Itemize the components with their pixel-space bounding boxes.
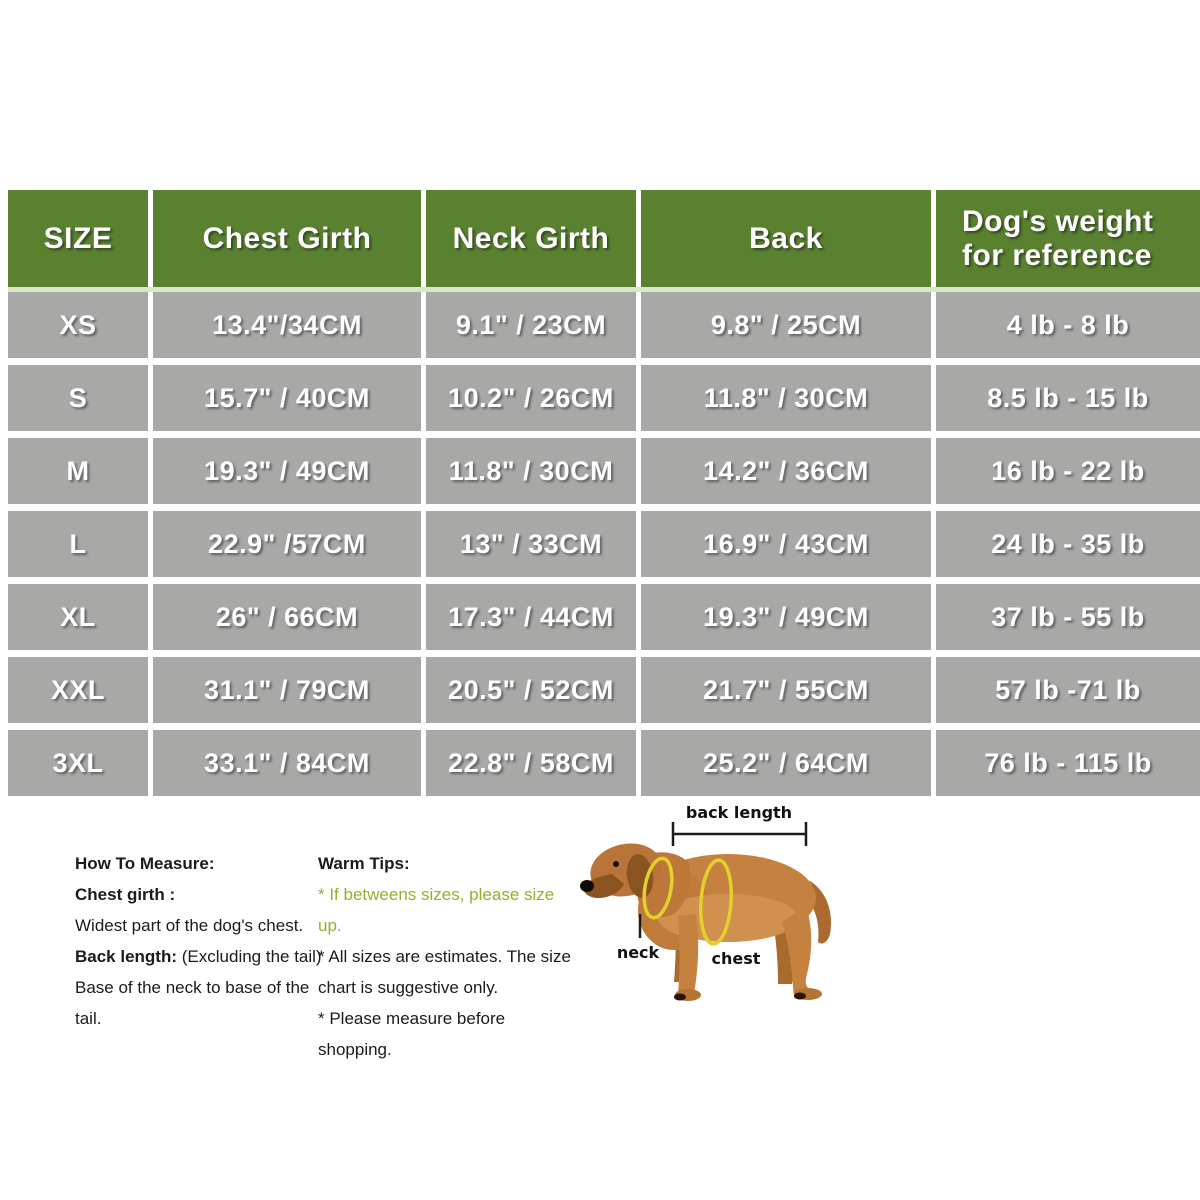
chest-girth-description: Widest part of the dog's chest. [75,916,304,935]
warm-tip-2-line2: chart is suggestive only. [318,978,499,997]
how-to-measure-title: How To Measure: [75,854,215,873]
cell-size: L [8,511,148,577]
cell-size: S [8,365,148,431]
cell-back: 21.7" / 55CM [641,657,931,723]
cell-back: 25.2" / 64CM [641,730,931,796]
cell-weight: 37 lb - 55 lb [936,584,1200,650]
back-length-label: Back length: [75,947,178,966]
warm-tips-section: Warm Tips: * If betweens sizes, please s… [318,848,578,1065]
back-length-diagram-label: back length [686,803,792,822]
cell-chest: 13.4"/34CM [153,292,421,358]
cell-weight: 57 lb -71 lb [936,657,1200,723]
header-chest-girth: Chest Girth [153,190,421,287]
cell-size: 3XL [8,730,148,796]
header-size-label: SIZE [43,221,113,255]
cell-weight: 4 lb - 8 lb [936,292,1200,358]
size-chart-table: SIZE Chest Girth Neck Girth Back Dog's w… [8,190,1200,796]
cell-neck: 9.1" / 23CM [426,292,636,358]
cell-back: 16.9" / 43CM [641,511,931,577]
cell-size: XXL [8,657,148,723]
header-neck-girth-label: Neck Girth [452,221,610,255]
header-back-label: Back [749,221,823,255]
back-length-line: Back length: (Excluding the tail) [75,941,325,972]
dog-rear-paw-tip [794,992,806,1000]
cell-back: 14.2" / 36CM [641,438,931,504]
dog-front-paw-tip [674,993,686,1001]
table-row-m: M 19.3" / 49CM 11.8" / 30CM 14.2" / 36CM… [8,438,1200,504]
neck-diagram-label: neck [617,943,660,962]
cell-weight: 16 lb - 22 lb [936,438,1200,504]
cell-chest: 26" / 66CM [153,584,421,650]
dog-nose [580,880,594,892]
header-weight: Dog's weight for reference [936,190,1200,287]
table-row-xxl: XXL 31.1" / 79CM 20.5" / 52CM 21.7" / 55… [8,657,1200,723]
cell-back: 9.8" / 25CM [641,292,931,358]
back-length-note: (Excluding the tail) [177,947,322,966]
harness-chest-loop [699,858,733,946]
dog-muzzle [583,874,624,898]
table-row-xl: XL 26" / 66CM 17.3" / 44CM 19.3" / 49CM … [8,584,1200,650]
chest-girth-label: Chest girth : [75,885,176,904]
dog-eye [613,861,619,867]
header-neck-girth: Neck Girth [426,190,636,287]
how-to-measure-section: How To Measure: Chest girth : Widest par… [75,848,325,1034]
cell-neck: 13" / 33CM [426,511,636,577]
table-row-l: L 22.9" /57CM 13" / 33CM 16.9" / 43CM 24… [8,511,1200,577]
dog-illustration: back length neck chest [580,803,832,1001]
cell-chest: 15.7" / 40CM [153,365,421,431]
back-length-bracket [671,822,808,846]
dog-measurement-diagram: back length neck chest [578,796,858,1031]
table-body: XS 13.4"/34CM 9.1" / 23CM 9.8" / 25CM 4 … [8,292,1200,796]
cell-weight: 24 lb - 35 lb [936,511,1200,577]
cell-back: 19.3" / 49CM [641,584,931,650]
cell-neck: 11.8" / 30CM [426,438,636,504]
warm-tip-2-line1: * All sizes are estimates. The size [318,947,571,966]
cell-chest: 22.9" /57CM [153,511,421,577]
header-size: SIZE [8,190,148,287]
cell-size: XS [8,292,148,358]
header-weight-label: Dog's weight for reference [962,204,1154,272]
cell-chest: 19.3" / 49CM [153,438,421,504]
dog-rear-leg-near [782,906,816,996]
harness-neck-loop [642,856,674,920]
cell-size: XL [8,584,148,650]
cell-neck: 20.5" / 52CM [426,657,636,723]
header-back: Back [641,190,931,287]
header-divider [8,287,1200,292]
dog-front-leg-near [678,914,699,994]
back-length-description: Base of the neck to base of the tail. [75,978,310,1028]
cell-neck: 22.8" / 58CM [426,730,636,796]
table-row-s: S 15.7" / 40CM 10.2" / 26CM 11.8" / 30CM… [8,365,1200,431]
table-header-row: SIZE Chest Girth Neck Girth Back Dog's w… [8,190,1200,287]
header-chest-girth-label: Chest Girth [202,221,372,255]
warm-tip-3: * Please measure before shopping. [318,1009,506,1059]
cell-neck: 10.2" / 26CM [426,365,636,431]
cell-weight: 76 lb - 115 lb [936,730,1200,796]
cell-chest: 33.1" / 84CM [153,730,421,796]
table-row-3xl: 3XL 33.1" / 84CM 22.8" / 58CM 25.2" / 64… [8,730,1200,796]
warm-tips-title: Warm Tips: [318,854,410,873]
warm-tip-1: * If betweens sizes, please size up. [318,885,555,935]
cell-neck: 17.3" / 44CM [426,584,636,650]
table-row-xs: XS 13.4"/34CM 9.1" / 23CM 9.8" / 25CM 4 … [8,292,1200,358]
cell-back: 11.8" / 30CM [641,365,931,431]
cell-weight: 8.5 lb - 15 lb [936,365,1200,431]
chest-diagram-label: chest [712,949,761,968]
cell-chest: 31.1" / 79CM [153,657,421,723]
cell-size: M [8,438,148,504]
